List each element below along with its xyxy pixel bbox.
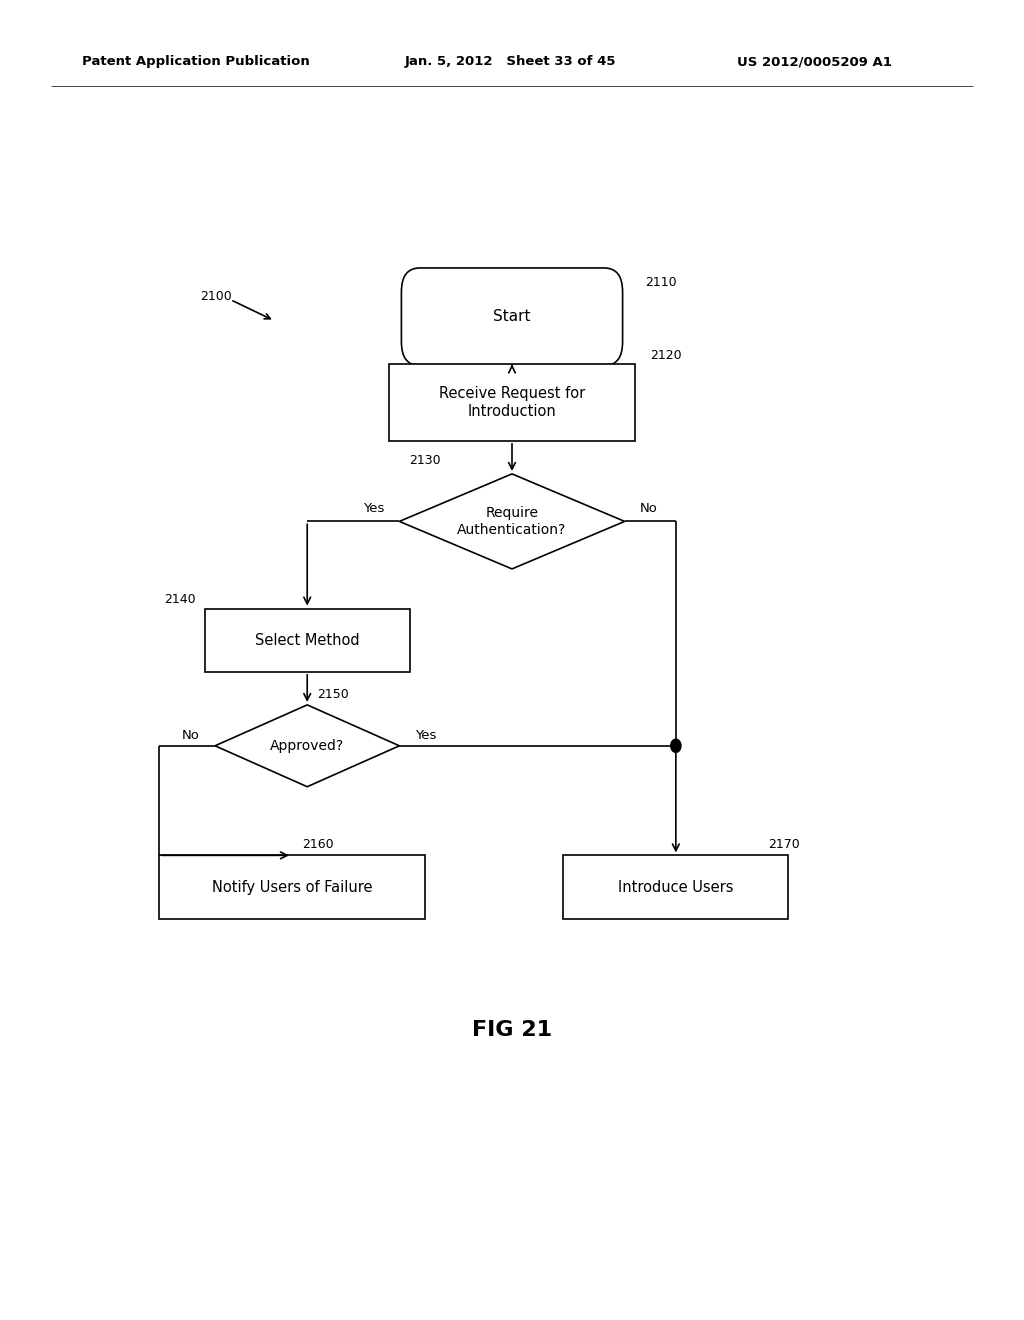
Polygon shape — [399, 474, 625, 569]
Text: Yes: Yes — [362, 502, 384, 515]
Text: Introduce Users: Introduce Users — [618, 879, 733, 895]
Text: 2160: 2160 — [302, 838, 334, 851]
Text: Start: Start — [494, 309, 530, 325]
Text: Approved?: Approved? — [270, 739, 344, 752]
FancyBboxPatch shape — [401, 268, 623, 366]
Text: 2130: 2130 — [410, 454, 441, 467]
Text: Select Method: Select Method — [255, 632, 359, 648]
Polygon shape — [215, 705, 399, 787]
Bar — [205, 609, 410, 672]
Bar — [159, 855, 425, 919]
Text: 2110: 2110 — [645, 276, 677, 289]
Text: 2140: 2140 — [164, 593, 196, 606]
Text: FIG 21: FIG 21 — [472, 1019, 552, 1040]
Text: Yes: Yes — [415, 729, 436, 742]
Text: 2120: 2120 — [650, 348, 682, 362]
Text: Require
Authentication?: Require Authentication? — [458, 507, 566, 536]
Text: No: No — [640, 502, 657, 515]
Text: 2170: 2170 — [768, 838, 800, 851]
Text: Receive Request for
Introduction: Receive Request for Introduction — [439, 387, 585, 418]
Bar — [563, 855, 788, 919]
Text: Notify Users of Failure: Notify Users of Failure — [212, 879, 372, 895]
Text: 2100: 2100 — [200, 290, 231, 304]
Bar — [389, 364, 635, 441]
Text: Jan. 5, 2012   Sheet 33 of 45: Jan. 5, 2012 Sheet 33 of 45 — [404, 55, 616, 69]
Text: No: No — [182, 729, 200, 742]
Text: US 2012/0005209 A1: US 2012/0005209 A1 — [737, 55, 892, 69]
Text: Patent Application Publication: Patent Application Publication — [82, 55, 309, 69]
Text: 2150: 2150 — [317, 688, 349, 701]
Circle shape — [671, 739, 681, 752]
